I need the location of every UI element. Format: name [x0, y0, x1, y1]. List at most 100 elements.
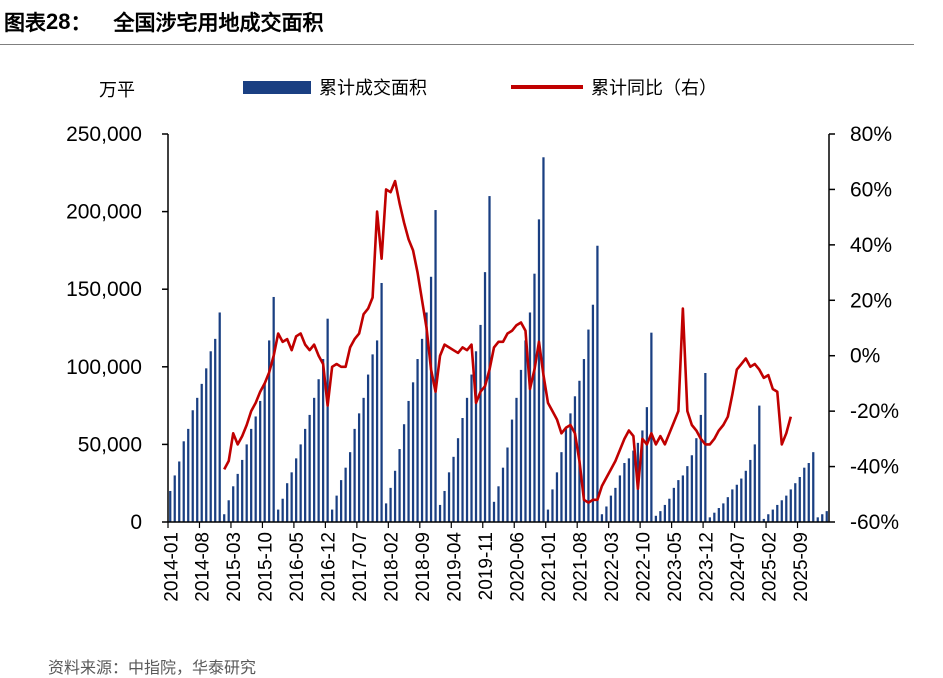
- bar: [452, 456, 455, 522]
- bar: [375, 340, 379, 522]
- bar: [735, 484, 738, 522]
- bar: [232, 486, 235, 522]
- bar: [169, 490, 172, 522]
- bar: [299, 444, 302, 522]
- bar: [780, 500, 783, 522]
- bar: [209, 351, 212, 522]
- right-tick-label: 60%: [850, 178, 892, 201]
- bar: [205, 368, 208, 522]
- bar: [803, 467, 806, 522]
- bar: [434, 210, 437, 523]
- bar: [551, 489, 554, 522]
- bar: [263, 383, 266, 522]
- figure-label-number: 28: [46, 9, 71, 34]
- bar: [447, 472, 451, 522]
- bar: [474, 351, 478, 522]
- bar: [663, 504, 666, 522]
- legend-bar-swatch: [243, 80, 311, 94]
- bar: [537, 219, 541, 523]
- right-tick-label: 0%: [850, 345, 880, 368]
- bar: [726, 497, 729, 522]
- bar: [704, 373, 707, 522]
- bar: [762, 518, 765, 522]
- bar: [587, 329, 590, 522]
- bar: [740, 478, 743, 522]
- bar: [650, 332, 653, 522]
- bar: [686, 466, 689, 522]
- bar: [645, 407, 649, 522]
- bar: [753, 444, 756, 522]
- left-tick-label: 200,000: [66, 201, 142, 224]
- legend-item-bar: 累计成交面积: [243, 74, 427, 100]
- bar: [542, 157, 545, 522]
- bar: [389, 487, 392, 522]
- bar: [461, 418, 464, 522]
- right-tick-label: -40%: [850, 456, 899, 479]
- bar: [749, 459, 752, 522]
- bar: [380, 282, 383, 522]
- bar: [672, 487, 675, 522]
- bar: [533, 273, 536, 522]
- bar: [510, 419, 514, 522]
- bar: [227, 500, 230, 522]
- bar: [241, 459, 244, 522]
- bar: [290, 472, 293, 522]
- bar: [695, 438, 698, 522]
- bar: [596, 245, 599, 523]
- bar: [259, 400, 262, 522]
- bar: [250, 428, 253, 522]
- x-tick-label: 2021-01: [539, 532, 560, 602]
- right-tick-label: -20%: [850, 400, 899, 423]
- x-tick-label: 2022-10: [633, 532, 654, 602]
- bar: [191, 410, 194, 522]
- bar: [326, 318, 329, 522]
- bar: [497, 486, 500, 522]
- title-divider: [0, 44, 914, 45]
- bar: [744, 470, 747, 522]
- bar: [295, 458, 298, 522]
- bar: [578, 380, 581, 522]
- bar: [825, 511, 828, 522]
- bar: [304, 428, 307, 522]
- bar: [187, 428, 190, 522]
- bar: [717, 508, 720, 522]
- bar: [398, 449, 401, 522]
- bar: [178, 461, 181, 522]
- bar: [223, 514, 226, 522]
- bar: [731, 489, 734, 522]
- bar: [708, 517, 711, 522]
- bar: [218, 312, 221, 522]
- bar: [582, 359, 586, 522]
- bar: [196, 397, 199, 522]
- bar: [560, 452, 563, 522]
- bar: [528, 312, 532, 522]
- bar: [173, 475, 176, 522]
- left-tick-label: 150,000: [66, 278, 142, 301]
- right-tick-label: 80%: [850, 123, 892, 146]
- bar: [479, 324, 482, 522]
- bar: [236, 473, 239, 522]
- left-tick-label: 50,000: [78, 433, 142, 456]
- bar: [384, 503, 388, 522]
- bar: [393, 470, 397, 522]
- bar: [272, 296, 275, 522]
- bar: [722, 503, 725, 522]
- x-tick-label: 2015-03: [224, 532, 245, 602]
- bar: [758, 405, 761, 522]
- bar: [443, 490, 446, 522]
- bar: [605, 506, 608, 522]
- right-tick-label: 20%: [850, 289, 892, 312]
- bar: [411, 382, 415, 522]
- bar: [281, 498, 284, 522]
- bar: [713, 512, 716, 522]
- left-axis-unit: 万平: [99, 80, 135, 101]
- bar: [659, 511, 662, 522]
- x-tick-label: 2014-08: [193, 532, 214, 602]
- bar: [677, 480, 680, 522]
- bar: [362, 397, 365, 522]
- bar: [268, 340, 271, 522]
- bar: [214, 338, 217, 522]
- bar: [807, 463, 810, 522]
- bar: [366, 374, 370, 522]
- bar: [614, 487, 617, 522]
